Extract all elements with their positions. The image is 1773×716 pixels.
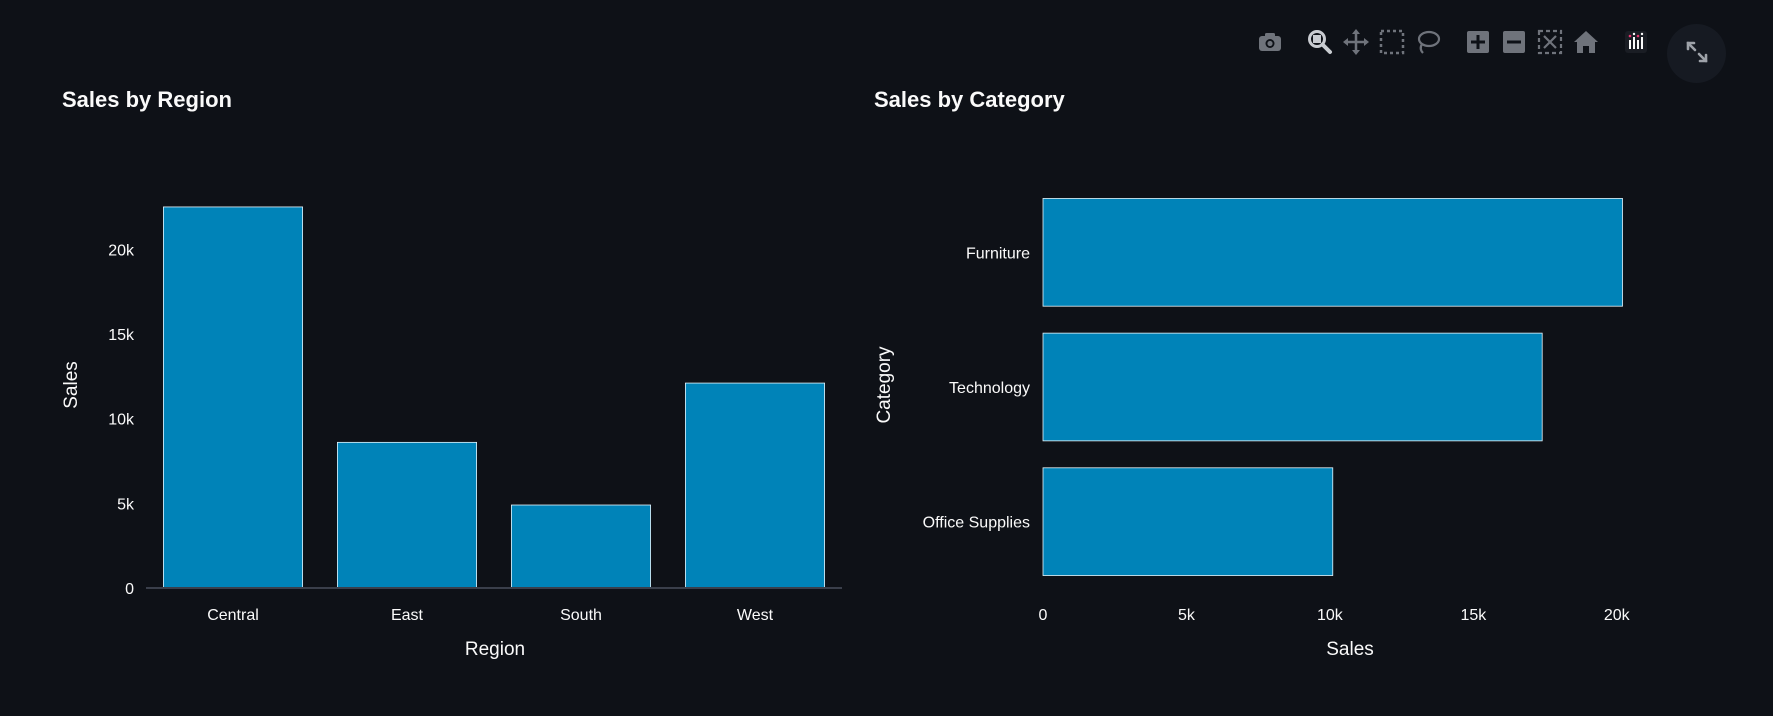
region-x-tick-label: West: [737, 607, 774, 624]
category-y-axis-label: Category: [874, 346, 895, 424]
category-x-axis-label: Sales: [1326, 639, 1374, 660]
category-bar-office-supplies[interactable]: [1042, 467, 1334, 576]
region-x-tick-label: East: [391, 607, 424, 624]
category-bars: [1042, 198, 1623, 576]
autoscale-icon[interactable]: [1532, 24, 1568, 60]
region-y-tick-label: 15k: [108, 327, 135, 344]
reset-axes-icon[interactable]: [1568, 24, 1604, 60]
region-x-tick-label: Central: [207, 607, 259, 624]
box-select-icon[interactable]: [1374, 24, 1410, 60]
category-bar-technology[interactable]: [1042, 332, 1543, 442]
category-y-tick-label: Technology: [949, 380, 1030, 397]
region-y-tick-label: 20k: [108, 242, 135, 259]
region-y-tick-label: 0: [125, 581, 134, 598]
expand-icon: [1685, 40, 1709, 68]
category-chart: Sales by Category Furniture Technology Off…: [874, 87, 1631, 660]
camera-icon[interactable]: [1252, 24, 1288, 60]
category-x-ticks: 0 5k 10k 15k 20k: [1039, 607, 1631, 624]
category-chart-title: Sales by Category: [874, 87, 1066, 112]
zoom-icon[interactable]: [1302, 24, 1338, 60]
category-x-tick-label: 15k: [1460, 607, 1487, 624]
lasso-select-icon[interactable]: [1410, 24, 1446, 60]
category-bar-furniture[interactable]: [1042, 198, 1623, 307]
region-bar-south[interactable]: [510, 504, 651, 589]
region-bar-west[interactable]: [685, 382, 826, 589]
plotly-logo-icon[interactable]: [1618, 24, 1654, 60]
fullscreen-button[interactable]: [1667, 24, 1726, 83]
region-bar-central[interactable]: [162, 206, 303, 589]
category-y-tick-label: Office Supplies: [923, 515, 1030, 532]
region-x-ticks: Central East South West: [207, 607, 773, 624]
region-x-axis-label: Region: [465, 639, 525, 660]
category-y-tick-label: Furniture: [966, 245, 1030, 262]
zoom-in-icon[interactable]: [1460, 24, 1496, 60]
category-x-tick-label: 10k: [1317, 607, 1344, 624]
plot-toolbar: [1252, 22, 1654, 62]
region-bar-east[interactable]: [336, 441, 477, 589]
pan-icon[interactable]: [1338, 24, 1374, 60]
category-x-tick-label: 20k: [1604, 607, 1631, 624]
zoom-out-icon[interactable]: [1496, 24, 1532, 60]
region-bars: [162, 206, 826, 589]
region-y-tick-label: 5k: [117, 496, 135, 513]
region-chart-title: Sales by Region: [62, 87, 232, 112]
region-y-axis-label: Sales: [61, 361, 82, 409]
category-x-tick-label: 5k: [1178, 607, 1196, 624]
region-x-tick-label: South: [560, 607, 602, 624]
category-x-tick-label: 0: [1039, 607, 1048, 624]
region-chart: Sales by Region 0 5k 10k 15k 20k Central East…: [61, 87, 842, 660]
region-y-ticks: 0 5k 10k 15k 20k: [108, 242, 135, 598]
category-y-ticks: Furniture Technology Office Supplies: [923, 245, 1030, 531]
region-y-tick-label: 10k: [108, 412, 135, 429]
